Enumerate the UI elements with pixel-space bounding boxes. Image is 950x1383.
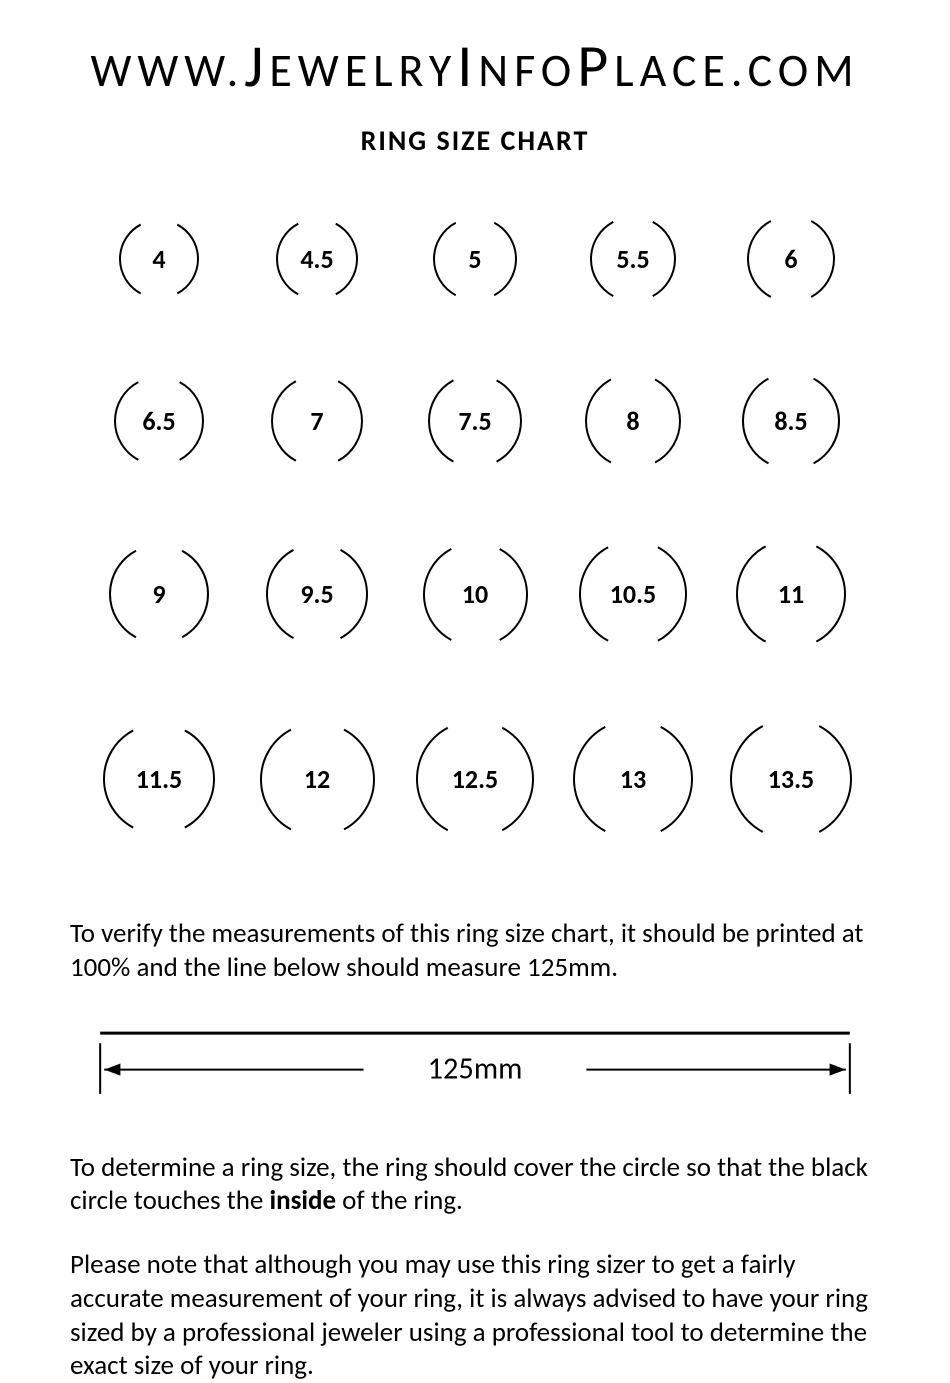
ring-label: 12.5 xyxy=(452,763,498,795)
calibration-ruler: 125mm xyxy=(90,1025,860,1106)
ring-label: 11.5 xyxy=(136,763,182,795)
ring-label: 7 xyxy=(310,405,323,437)
ring-size-13: 13 xyxy=(566,712,700,846)
determine-post: of the ring. xyxy=(336,1184,463,1217)
ring-label: 9 xyxy=(152,578,165,610)
ring-label: 10.5 xyxy=(610,578,656,610)
ring-label: 6.5 xyxy=(142,405,175,437)
ring-label: 8 xyxy=(626,405,639,437)
ring-label: 13 xyxy=(620,763,646,795)
ring-size-11.5: 11.5 xyxy=(96,716,222,842)
ring-size-12.5: 12.5 xyxy=(409,713,541,845)
ring-size-9.5: 9.5 xyxy=(259,536,375,652)
ring-size-8.5: 8.5 xyxy=(735,365,847,477)
determine-instructions: To determine a ring size, the ring shoul… xyxy=(70,1151,880,1219)
ruler-label-text: 125mm xyxy=(428,1050,523,1087)
ring-size-7.5: 7.5 xyxy=(421,367,529,475)
ring-label: 11 xyxy=(778,578,804,610)
ring-label: 4.5 xyxy=(300,243,333,275)
chart-title: RING SIZE CHART xyxy=(70,123,880,158)
ring-size-13.5: 13.5 xyxy=(723,711,859,847)
ring-size-5: 5 xyxy=(426,210,524,308)
ring-size-grid: 4 4.5 5 5.5 6 6.5 7 7.5 8 8.5 9 9.5 10 10.5 11 11.5 12 12… xyxy=(70,208,880,847)
ring-size-9: 9 xyxy=(102,537,216,651)
ring-label: 10 xyxy=(462,578,488,610)
ring-size-4.5: 4.5 xyxy=(269,211,365,307)
ring-label: 8.5 xyxy=(774,405,807,437)
ring-size-10: 10 xyxy=(416,535,535,654)
ring-size-6.5: 6.5 xyxy=(107,369,211,473)
ring-size-10.5: 10.5 xyxy=(572,533,694,655)
ring-size-12: 12 xyxy=(253,715,382,844)
ring-label: 9.5 xyxy=(300,578,333,610)
ring-size-6: 6 xyxy=(740,208,842,310)
ring-label: 4 xyxy=(152,243,165,275)
ring-size-4: 4 xyxy=(112,212,206,306)
determine-pre: To determine a ring size, the ring shoul… xyxy=(70,1151,868,1218)
ring-label: 13.5 xyxy=(768,763,814,795)
ring-label: 7.5 xyxy=(458,405,491,437)
ring-label: 5 xyxy=(468,243,481,275)
disclaimer-text: Please note that although you may use th… xyxy=(70,1248,880,1383)
ring-label: 6 xyxy=(784,243,797,275)
ring-label: 12 xyxy=(304,763,330,795)
verify-instructions: To verify the measurements of this ring … xyxy=(70,917,880,985)
ring-size-11: 11 xyxy=(729,532,853,656)
ring-label: 5.5 xyxy=(616,243,649,275)
ring-size-5.5: 5.5 xyxy=(583,209,683,309)
ring-size-7: 7 xyxy=(264,368,370,474)
determine-bold: inside xyxy=(269,1184,336,1217)
ring-size-8: 8 xyxy=(578,366,688,476)
site-url-heading: WWW.JEWELRYINFOPLACE.COM xyxy=(70,30,880,103)
